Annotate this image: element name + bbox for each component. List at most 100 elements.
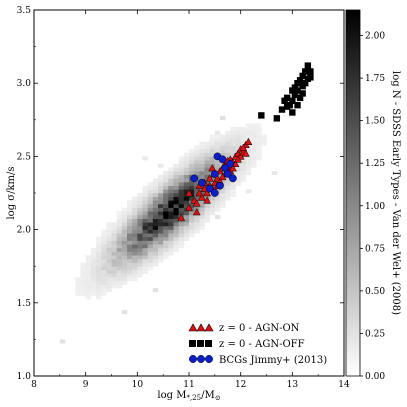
density-cell <box>235 134 241 139</box>
density-cell <box>106 269 112 274</box>
density-cell <box>142 236 148 241</box>
agn-off-point <box>307 74 314 81</box>
density-cell <box>168 167 174 172</box>
density-cell <box>178 207 185 212</box>
density-cell <box>116 269 123 274</box>
y-axis-title: log σ/km/s <box>6 166 17 219</box>
density-cell <box>199 171 205 175</box>
density-cell <box>116 229 123 234</box>
density-cell <box>101 255 107 260</box>
density-cell <box>106 233 112 238</box>
density-cell <box>214 134 221 139</box>
density-cell <box>251 156 257 161</box>
agn-off-point <box>289 109 296 116</box>
x-tick-label-10: 10 <box>132 380 144 390</box>
density-cell <box>142 262 148 267</box>
density-cell <box>163 193 169 197</box>
density-cell <box>137 247 143 252</box>
density-cell <box>189 171 195 175</box>
density-cell <box>178 182 185 186</box>
density-cell <box>90 258 97 263</box>
density-cell <box>121 310 128 315</box>
density-cell <box>158 178 164 183</box>
legend-entry-agn-on: z = 0 - AGN-ON <box>188 323 300 334</box>
density-cell <box>121 255 128 260</box>
density-cell <box>59 339 66 344</box>
density-cell <box>158 236 164 241</box>
density-cell <box>116 280 123 285</box>
density-cell <box>204 218 210 223</box>
density-cell <box>147 222 154 227</box>
density-cell <box>142 214 148 219</box>
density-cell <box>189 156 195 161</box>
density-cell <box>220 145 226 150</box>
density-cell <box>158 247 164 252</box>
density-cell <box>178 233 185 238</box>
density-cell <box>121 273 128 278</box>
density-cell <box>132 244 138 249</box>
density-cell <box>204 141 210 146</box>
x-tick-label-11: 11 <box>183 380 194 390</box>
density-cell <box>204 163 210 168</box>
agn-off-point <box>278 106 286 113</box>
density-cell <box>189 160 195 165</box>
density-cell <box>245 123 252 128</box>
density-cell <box>261 141 267 146</box>
agn-on-point <box>205 174 214 182</box>
density-cell <box>163 240 169 245</box>
density-cell <box>121 280 128 285</box>
density-cell <box>132 251 138 256</box>
density-cell <box>96 288 102 293</box>
density-cell <box>163 207 169 212</box>
density-cell <box>80 266 86 271</box>
density-cell <box>90 262 97 267</box>
agn-off-point <box>302 68 309 75</box>
density-cell <box>245 130 252 135</box>
density-cell <box>168 251 174 256</box>
density-cell <box>245 189 252 194</box>
density-cell <box>116 251 123 256</box>
density-cell <box>85 273 92 278</box>
density-cell <box>220 141 226 146</box>
density-cell <box>204 174 210 179</box>
density-cell <box>121 225 128 230</box>
density-cell <box>220 203 226 208</box>
density-cell <box>85 277 92 282</box>
density-cell <box>142 247 148 252</box>
density-cell <box>225 141 231 146</box>
density-cell <box>152 211 159 216</box>
density-cell <box>240 174 247 179</box>
density-cell <box>142 189 148 194</box>
density-cell <box>137 266 143 271</box>
density-cell <box>152 288 159 293</box>
density-cell <box>178 229 185 234</box>
x-tick-label-14: 14 <box>338 380 350 390</box>
density-cell <box>214 149 221 154</box>
density-cell <box>132 225 138 230</box>
density-cell <box>178 203 185 208</box>
agn-off-point <box>302 80 309 87</box>
density-cell <box>194 225 200 230</box>
density-cell <box>96 266 102 271</box>
density-cell <box>142 196 148 201</box>
density-cell <box>106 236 112 241</box>
density-cell <box>85 284 92 289</box>
density-cell <box>90 284 97 289</box>
agn-on-point <box>234 155 243 163</box>
density-cell <box>225 145 231 150</box>
density-cell <box>163 225 169 230</box>
density-cell <box>163 174 169 179</box>
density-cell <box>142 266 148 271</box>
density-cell <box>209 141 216 146</box>
density-cell <box>137 233 143 238</box>
x-tick-label-12: 12 <box>235 380 246 390</box>
density-cell <box>168 185 174 190</box>
density-cell <box>163 171 169 175</box>
density-cell <box>96 273 102 278</box>
density-cell <box>183 185 190 190</box>
density-cell <box>96 269 102 274</box>
density-cell <box>127 269 133 274</box>
legend: z = 0 - AGN-ON z = 0 - AGN-OFF BCGs Jimm… <box>188 323 327 366</box>
density-cell <box>235 138 241 143</box>
density-cell <box>178 193 185 197</box>
